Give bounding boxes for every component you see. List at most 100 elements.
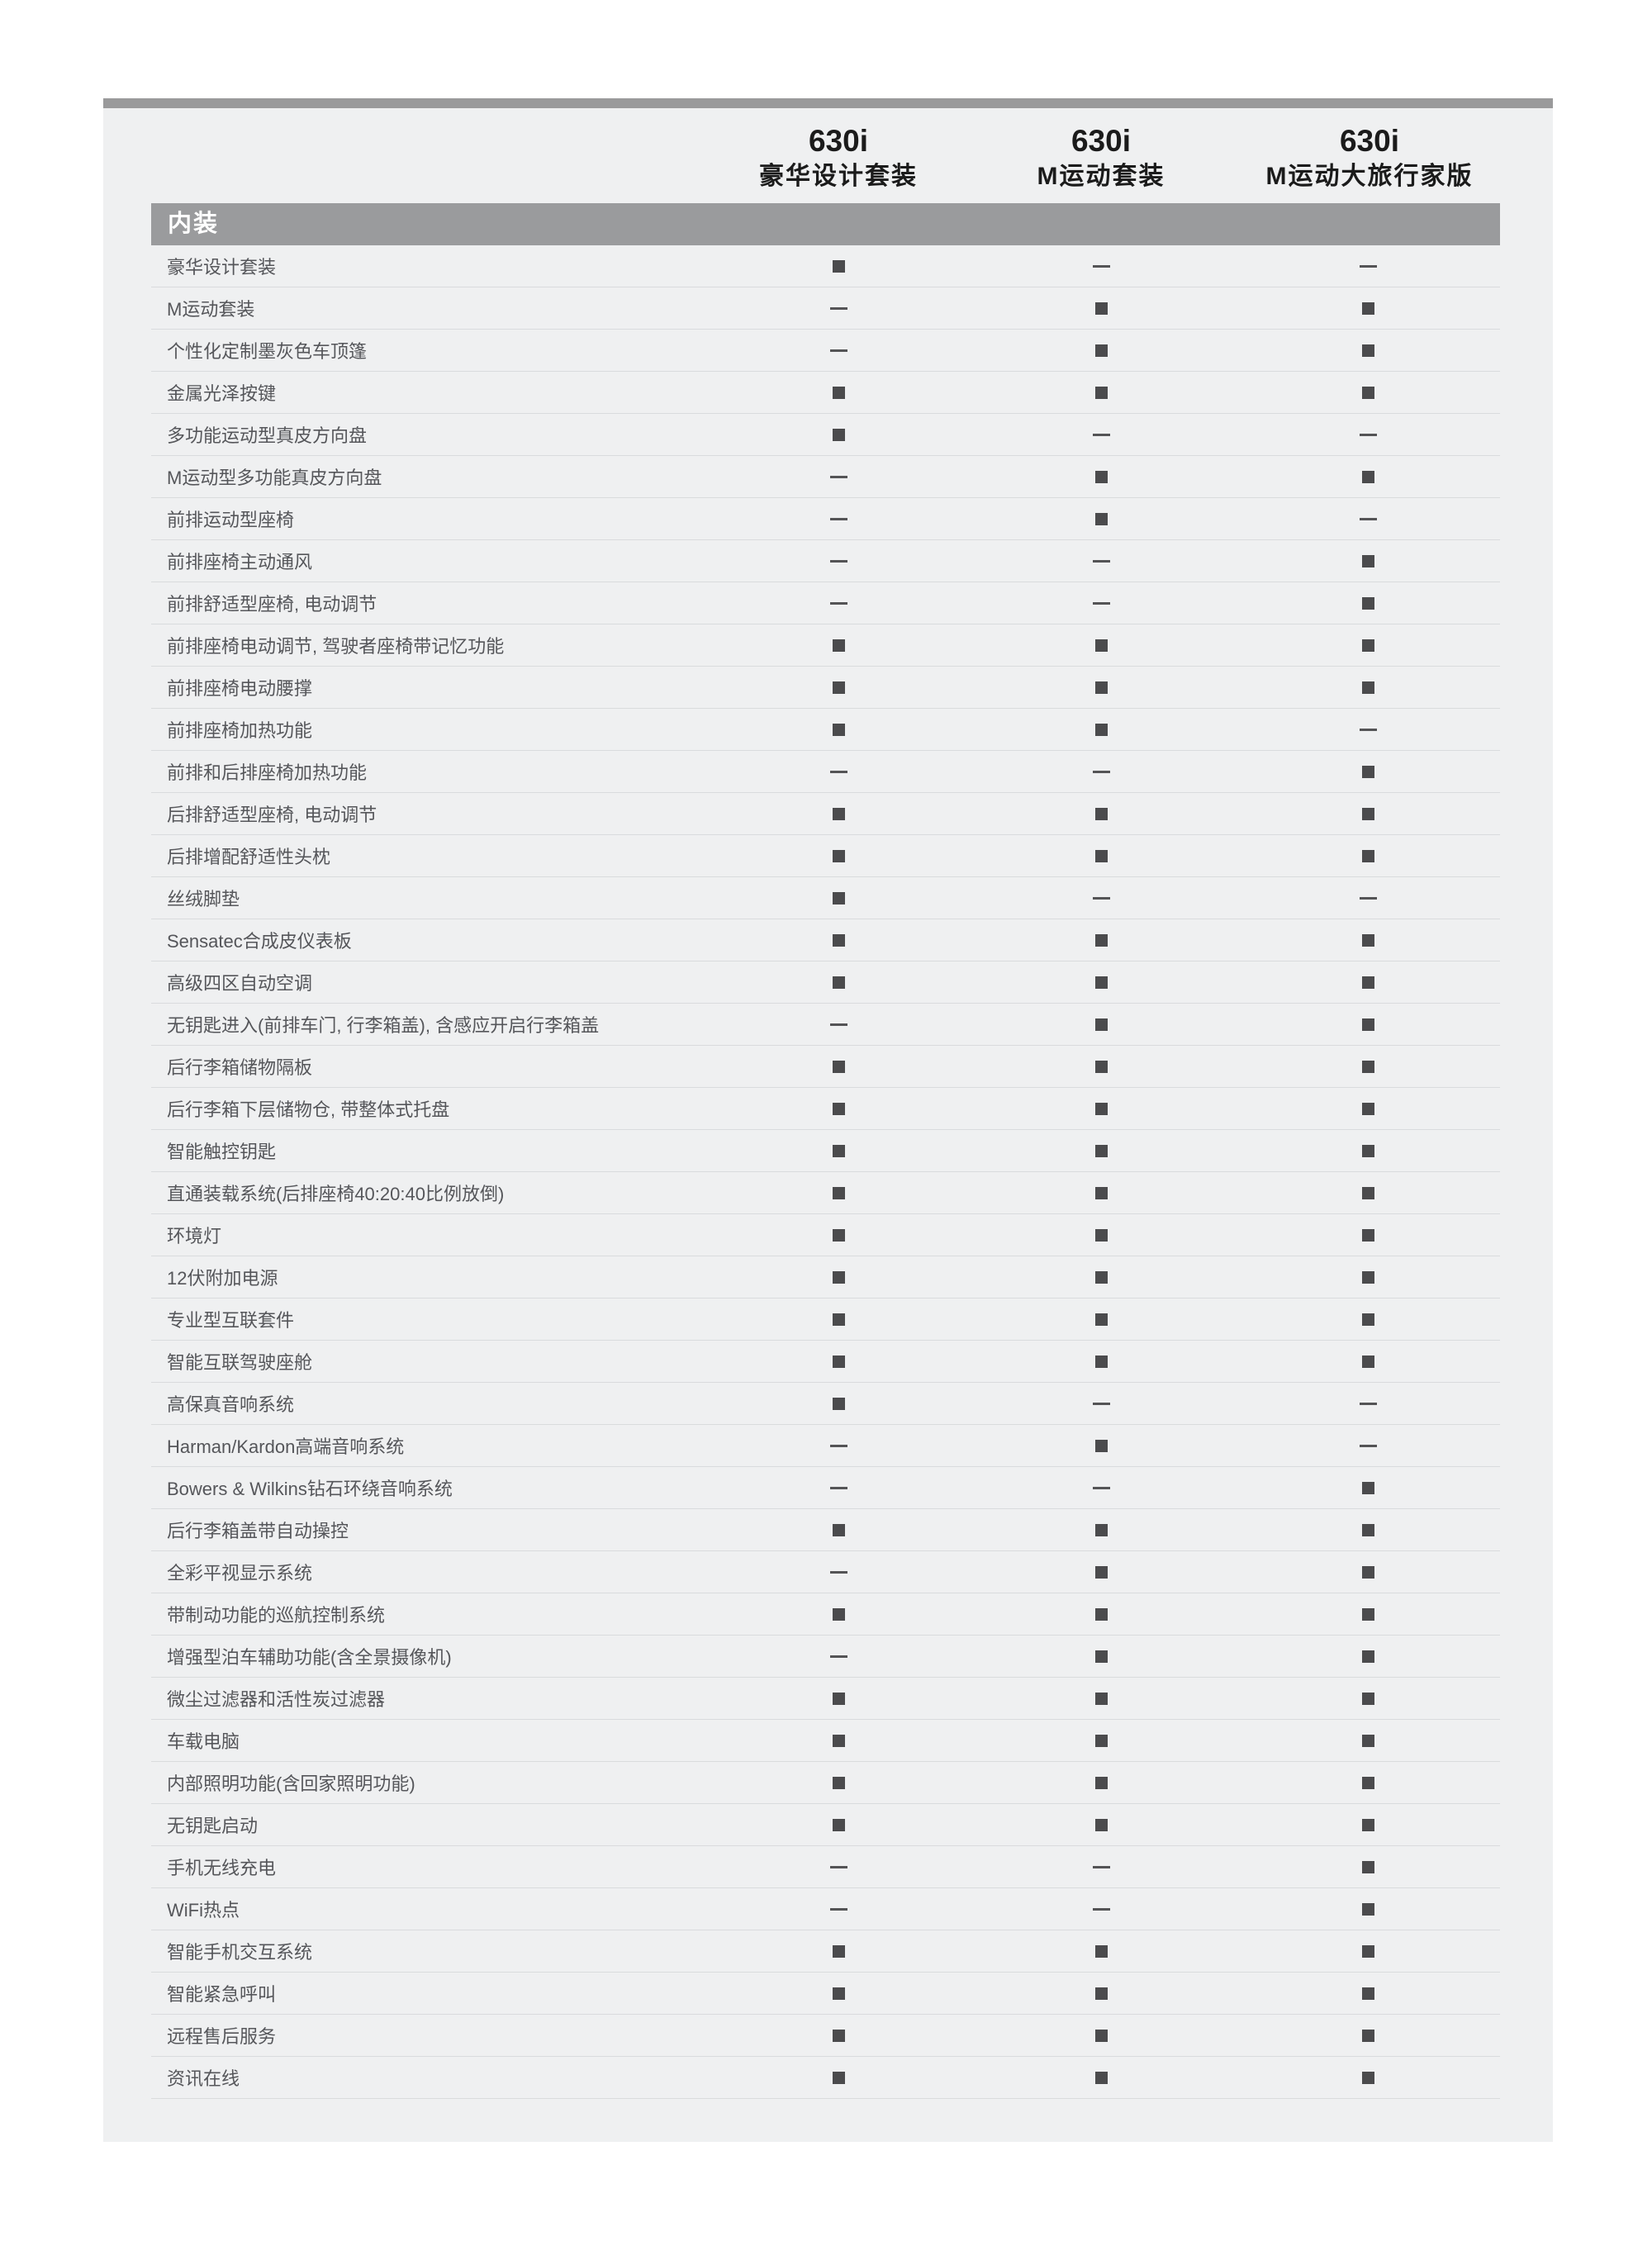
available-square-icon: [832, 1734, 845, 1747]
availability-cell-col1: [822, 1046, 855, 1087]
available-square-icon: [832, 807, 845, 820]
availability-cell-col3: [1351, 1888, 1384, 1930]
feature-label: 无钥匙进入(前排车门, 行李箱盖), 含感应开启行李箱盖: [167, 1015, 600, 1036]
available-square-icon: [832, 1355, 845, 1368]
not-available-dash-icon: [829, 517, 847, 520]
column-header-m-sport-gt: 630i M运动大旅行家版: [1188, 123, 1551, 194]
feature-label: 前排和后排座椅加热功能: [167, 762, 368, 783]
feature-label: 无钥匙启动: [167, 1816, 259, 1836]
feature-label: 前排舒适型座椅, 电动调节: [167, 594, 377, 615]
availability-cell-col1: [822, 372, 855, 413]
feature-label: 前排座椅主动通风: [167, 552, 313, 572]
available-square-icon: [1361, 933, 1374, 947]
available-square-icon: [1361, 807, 1374, 820]
table-row: 带制动功能的巡航控制系统: [151, 1593, 1500, 1636]
not-available-dash-icon: [829, 1023, 847, 1026]
table-row: 前排座椅电动调节, 驾驶者座椅带记忆功能: [151, 624, 1500, 667]
not-available-dash-icon: [1359, 1444, 1377, 1447]
not-available-dash-icon: [829, 1655, 847, 1658]
availability-cell-col1: [822, 1636, 855, 1677]
table-row: M运动套装: [151, 287, 1500, 330]
not-available-dash-icon: [1092, 559, 1110, 563]
availability-cell-col1: [822, 1720, 855, 1761]
available-square-icon: [832, 1944, 845, 1958]
available-square-icon: [1094, 1944, 1108, 1958]
available-square-icon: [832, 1692, 845, 1705]
not-available-dash-icon: [829, 1444, 847, 1447]
table-row: 智能触控钥匙: [151, 1130, 1500, 1172]
not-available-dash-icon: [829, 1865, 847, 1868]
availability-cell-col3: [1351, 582, 1384, 624]
availability-cell-col2: [1085, 1341, 1118, 1382]
availability-cell-col3: [1351, 2015, 1384, 2056]
available-square-icon: [1361, 1060, 1374, 1073]
availability-cell-col3: [1351, 919, 1384, 961]
available-square-icon: [1361, 2071, 1374, 2084]
available-square-icon: [1094, 2071, 1108, 2084]
available-square-icon: [1361, 2029, 1374, 2042]
availability-cell-col2: [1085, 372, 1118, 413]
available-square-icon: [1094, 639, 1108, 652]
available-square-icon: [832, 1144, 845, 1157]
table-row: 个性化定制墨灰色车顶篷: [151, 330, 1500, 372]
availability-cell-col1: [822, 1004, 855, 1045]
available-square-icon: [1094, 470, 1108, 483]
availability-cell-col1: [822, 1973, 855, 2014]
available-square-icon: [1361, 849, 1374, 862]
availability-cell-col1: [822, 1088, 855, 1129]
availability-cell-col2: [1085, 1762, 1118, 1803]
available-square-icon: [1094, 1692, 1108, 1705]
availability-cell-col2: [1085, 877, 1118, 919]
available-square-icon: [1094, 1060, 1108, 1073]
availability-cell-col2: [1085, 1046, 1118, 1087]
availability-cell-col1: [822, 1383, 855, 1424]
available-square-icon: [1094, 1102, 1108, 1115]
available-square-icon: [1361, 1228, 1374, 1242]
not-available-dash-icon: [829, 1907, 847, 1911]
feature-label: 高级四区自动空调: [167, 973, 313, 994]
availability-cell-col3: [1351, 1678, 1384, 1719]
not-available-dash-icon: [829, 770, 847, 773]
feature-label: 丝绒脚垫: [167, 889, 240, 909]
available-square-icon: [1361, 1102, 1374, 1115]
availability-cell-col3: [1351, 877, 1384, 919]
feature-label: Harman/Kardon高端音响系统: [167, 1436, 405, 1457]
table-row: 前排座椅主动通风: [151, 540, 1500, 582]
availability-cell-col2: [1085, 1846, 1118, 1887]
not-available-dash-icon: [1092, 601, 1110, 605]
availability-cell-col3: [1351, 1341, 1384, 1382]
model-name: 630i: [808, 124, 868, 158]
column-header-m-sport: 630i M运动套装: [919, 123, 1283, 194]
not-available-dash-icon: [829, 559, 847, 563]
table-row: 微尘过滤器和活性炭过滤器: [151, 1678, 1500, 1720]
availability-cell-col3: [1351, 667, 1384, 708]
feature-label: 前排运动型座椅: [167, 510, 295, 530]
available-square-icon: [1094, 1355, 1108, 1368]
availability-cell-col3: [1351, 1130, 1384, 1171]
table-row: 智能互联驾驶座舱: [151, 1341, 1500, 1383]
available-square-icon: [1094, 1776, 1108, 1789]
feature-label: Sensatec合成皮仪表板: [167, 931, 352, 952]
availability-cell-col2: [1085, 1299, 1118, 1340]
available-square-icon: [832, 1987, 845, 2000]
not-available-dash-icon: [1092, 1907, 1110, 1911]
availability-cell-col3: [1351, 1636, 1384, 1677]
available-square-icon: [1361, 1481, 1374, 1494]
table-row: 无钥匙启动: [151, 1804, 1500, 1846]
availability-cell-col2: [1085, 1130, 1118, 1171]
feature-label: 智能手机交互系统: [167, 1942, 313, 1963]
feature-label: Bowers & Wilkins钻石环绕音响系统: [167, 1479, 453, 1499]
table-row: 资讯在线: [151, 2057, 1500, 2099]
feature-label: 金属光泽按键: [167, 383, 277, 404]
not-available-dash-icon: [1359, 264, 1377, 268]
available-square-icon: [1094, 933, 1108, 947]
availability-cell-col1: [822, 2015, 855, 2056]
not-available-dash-icon: [1092, 433, 1110, 436]
availability-cell-col3: [1351, 751, 1384, 792]
feature-label: 后排舒适型座椅, 电动调节: [167, 805, 377, 825]
availability-cell-col3: [1351, 1467, 1384, 1508]
available-square-icon: [1094, 1439, 1108, 1452]
available-square-icon: [1094, 512, 1108, 525]
not-available-dash-icon: [1359, 433, 1377, 436]
availability-cell-col1: [822, 1425, 855, 1466]
